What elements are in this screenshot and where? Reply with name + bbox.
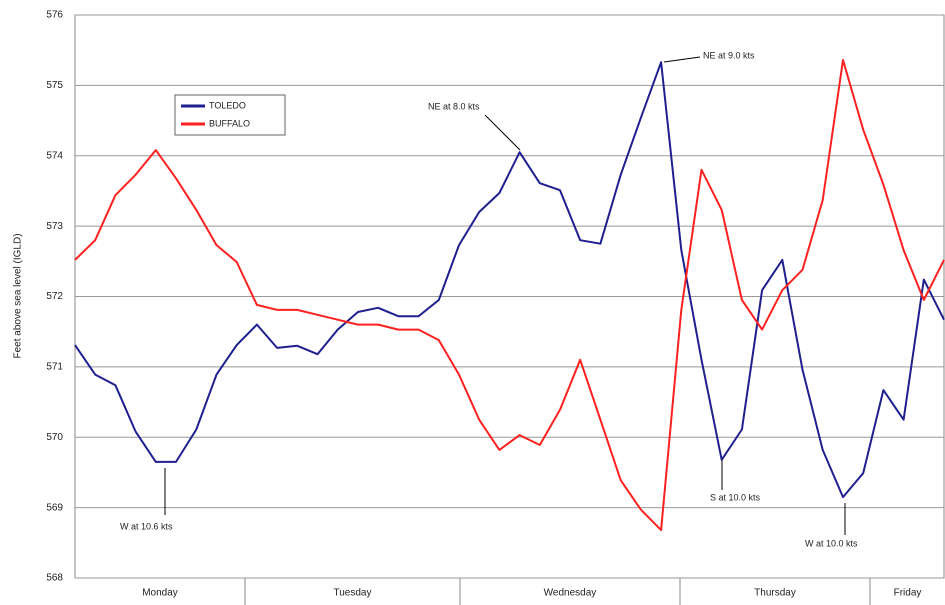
x-tick-label: Monday [142,588,178,599]
x-tick-label: Wednesday [544,588,597,599]
legend-label: BUFFALO [209,118,250,128]
annotation-arrow [484,114,521,151]
y-axis-label: Feet above sea level (IGLD) [13,233,24,358]
annotation-arrow [663,56,701,63]
annotation: W at 10.0 kts [805,538,858,548]
y-tick-label: 576 [46,10,63,21]
annotation: NE at 8.0 kts [428,101,480,111]
annotation: NE at 9.0 kts [703,50,755,60]
annotation: W at 10.6 kts [120,521,173,531]
x-tick-label: Friday [894,588,922,599]
x-tick-label: Tuesday [334,588,372,599]
annotations: NE at 8.0 kts NE at 9.0 kts W at 10.6 kt… [120,50,858,548]
series-line [74,61,945,499]
y-tick-label: 572 [46,291,63,302]
y-tick-label: 570 [46,432,63,443]
annotation: S at 10.0 kts [710,492,761,502]
y-tick-label: 568 [46,573,63,584]
series-line [74,59,945,532]
y-tick-label: 573 [46,221,63,232]
legend-label: TOLEDO [209,100,246,110]
y-tick-label: 575 [46,80,63,91]
y-tick-label: 574 [46,150,63,161]
y-tick-label: 569 [46,502,63,513]
x-tick-label: Thursday [754,588,796,599]
legend [174,94,286,136]
y-tick-label: 571 [46,362,63,373]
